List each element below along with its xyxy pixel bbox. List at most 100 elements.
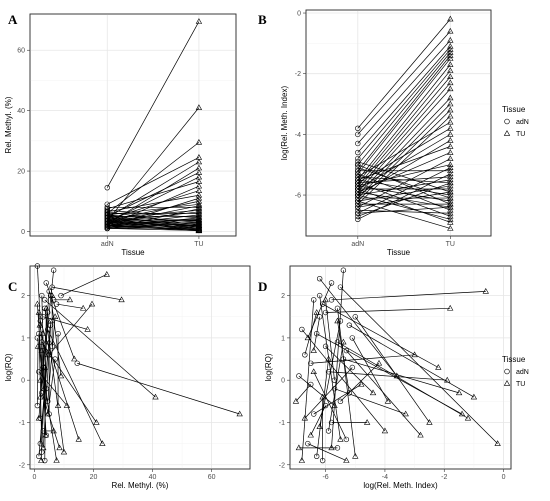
adn-point [50, 267, 57, 273]
pair-line [107, 225, 199, 228]
tu-point [66, 296, 74, 303]
tu-point [447, 143, 454, 149]
tu-point [46, 338, 53, 345]
adn-point [355, 198, 361, 204]
pair-line [322, 303, 439, 368]
tu-point [53, 457, 60, 463]
pair-line [301, 299, 315, 461]
tu-point [84, 326, 91, 332]
adn-point [355, 183, 361, 189]
pair-line [106, 107, 200, 222]
x-tick-label: -2 [441, 474, 447, 481]
tu-point [447, 130, 454, 137]
tu-point [447, 155, 454, 161]
tu-point [447, 173, 454, 180]
adn-point [74, 360, 80, 366]
pair-line [349, 324, 475, 398]
adn-point [340, 267, 347, 273]
tu-point [56, 444, 63, 451]
adn-point [37, 440, 44, 447]
tu-point [298, 457, 306, 463]
adn-point [355, 204, 361, 210]
pair-line [357, 173, 451, 211]
panel-letter: B [258, 12, 267, 27]
tu-point [36, 321, 43, 328]
legend-label: adN [516, 369, 529, 376]
adn-point [299, 326, 305, 333]
adn-point [355, 201, 361, 207]
pair-line [107, 209, 199, 219]
tu-point [447, 124, 454, 131]
tu-point [447, 67, 454, 73]
tu-point [447, 188, 454, 195]
tu-point [447, 304, 454, 311]
tu-point [195, 191, 203, 198]
data-points [34, 263, 243, 464]
pair-line [304, 312, 318, 355]
tu-point [411, 351, 418, 358]
tu-point [328, 444, 335, 451]
tu-point [447, 225, 454, 231]
adn-point [46, 411, 52, 417]
plot-area [289, 265, 512, 470]
adn-point [346, 322, 353, 328]
adn-point [42, 305, 48, 311]
adn-point [305, 440, 311, 447]
adn-point [355, 180, 361, 186]
tu-point [447, 170, 454, 177]
tu-point [369, 389, 377, 396]
legend-tu-key [503, 380, 511, 386]
adn-point [352, 314, 358, 320]
tu-point [447, 149, 454, 155]
adn-point [343, 347, 350, 354]
y-tick-label: -1 [279, 420, 285, 427]
tu-point [99, 440, 106, 446]
tu-point [48, 292, 56, 298]
tu-point [381, 427, 389, 434]
y-tick-label: -2 [295, 71, 301, 78]
tu-point [447, 85, 454, 92]
pair-line [313, 371, 347, 440]
tu-point [447, 79, 454, 86]
pair-line [77, 362, 240, 415]
legend-label: TU [516, 381, 525, 388]
tu-point [447, 61, 454, 67]
pair-line [43, 316, 88, 330]
x-tick-label: TU [194, 241, 203, 248]
pair-line [316, 333, 463, 415]
tu-point [447, 197, 454, 204]
adn-point [355, 174, 361, 180]
adn-point [355, 195, 361, 201]
pair-line [351, 337, 389, 402]
tu-point [447, 185, 454, 192]
pair-line [357, 115, 451, 205]
adn-point [37, 415, 44, 421]
tu-point [447, 73, 454, 79]
tu-point [88, 300, 96, 307]
tu-point [40, 444, 47, 451]
pair-line [354, 316, 430, 423]
x-axis-title: Tissue [387, 248, 411, 257]
adn-point [355, 162, 361, 168]
tu-point [435, 364, 442, 370]
adn-point [346, 390, 353, 396]
x-axis-title: Rel. Methyl. (%) [112, 481, 169, 490]
adn-point [331, 377, 338, 383]
tu-point [337, 435, 344, 442]
pair-line [357, 31, 451, 135]
adn-point [334, 445, 341, 451]
x-axis-title: Tissue [121, 248, 145, 257]
adn-point [328, 280, 335, 286]
adn-point [355, 165, 361, 171]
pair-line [307, 443, 347, 461]
adn-point [355, 192, 361, 198]
y-tick-label: 1 [21, 335, 25, 342]
adn-point [334, 339, 341, 345]
pair-line [106, 21, 200, 188]
adn-point [308, 381, 314, 388]
panel-b: 0 -2 -4 -6 adN TU Tissue log(Rel. Meth. Index) B [258, 9, 492, 257]
tu-point [307, 431, 314, 438]
y-axis-title: log(RQ) [264, 353, 273, 381]
